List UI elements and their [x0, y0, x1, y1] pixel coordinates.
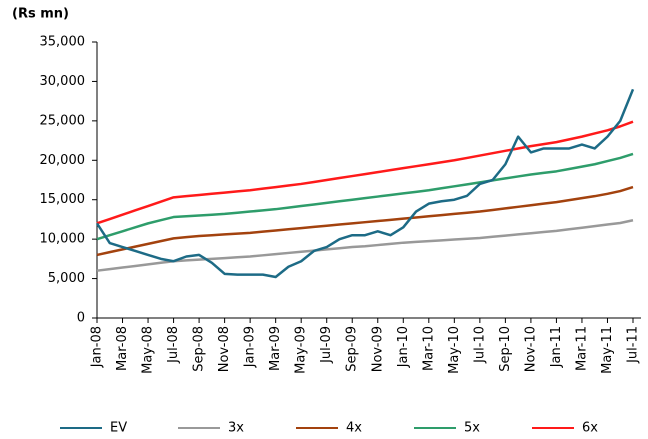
y-tick-label: 30,000 — [40, 74, 86, 89]
x-tick-label: Mar-11 — [574, 326, 589, 371]
x-tick-label: Mar-10 — [421, 326, 436, 371]
legend-label: 3x — [228, 421, 244, 436]
y-tick-label: 0 — [77, 311, 85, 326]
x-tick-label: Mar-08 — [115, 326, 130, 371]
x-tick-label: Nov-10 — [523, 326, 538, 372]
x-tick-label: Jan-11 — [549, 326, 564, 368]
legend-label: 5x — [464, 421, 480, 436]
y-tick-label: 35,000 — [40, 35, 86, 50]
legend-label: 4x — [346, 421, 362, 436]
series-line — [96, 152, 634, 241]
x-tick-label: Sep-08 — [192, 326, 207, 372]
series-line — [95, 88, 635, 279]
x-tick-label: Jul-08 — [166, 326, 181, 364]
x-tick-label: Nov-09 — [370, 326, 385, 372]
y-tick-label: 10,000 — [40, 232, 86, 247]
x-tick-label: May-09 — [294, 326, 309, 374]
x-tick-label: Sep-09 — [345, 326, 360, 372]
legend-label: 6x — [582, 421, 598, 436]
x-tick-label: Jan-08 — [90, 326, 105, 368]
y-tick-label: 25,000 — [40, 113, 86, 128]
x-tick-label: May-08 — [141, 326, 156, 374]
x-tick-label: Jan-10 — [396, 326, 411, 368]
y-tick-label: 20,000 — [40, 153, 86, 168]
series-line — [96, 120, 634, 225]
x-tick-label: Jul-10 — [472, 326, 487, 364]
x-tick-label: May-10 — [447, 326, 462, 374]
y-axis-unit: (Rs mn) — [12, 7, 69, 22]
y-tick-label: 15,000 — [40, 192, 86, 207]
x-tick-label: May-11 — [600, 326, 615, 374]
x-tick-label: Nov-08 — [217, 326, 232, 372]
legend-label: EV — [110, 421, 127, 436]
x-tick-label: Jul-09 — [319, 326, 334, 364]
x-tick-label: Jul-11 — [626, 326, 641, 364]
series-line — [96, 218, 634, 272]
x-tick-label: Sep-10 — [498, 326, 513, 372]
x-tick-label: Mar-09 — [268, 326, 283, 371]
series-line — [96, 185, 634, 257]
x-tick-label: Jan-09 — [243, 326, 258, 368]
y-tick-label: 5,000 — [48, 271, 85, 286]
